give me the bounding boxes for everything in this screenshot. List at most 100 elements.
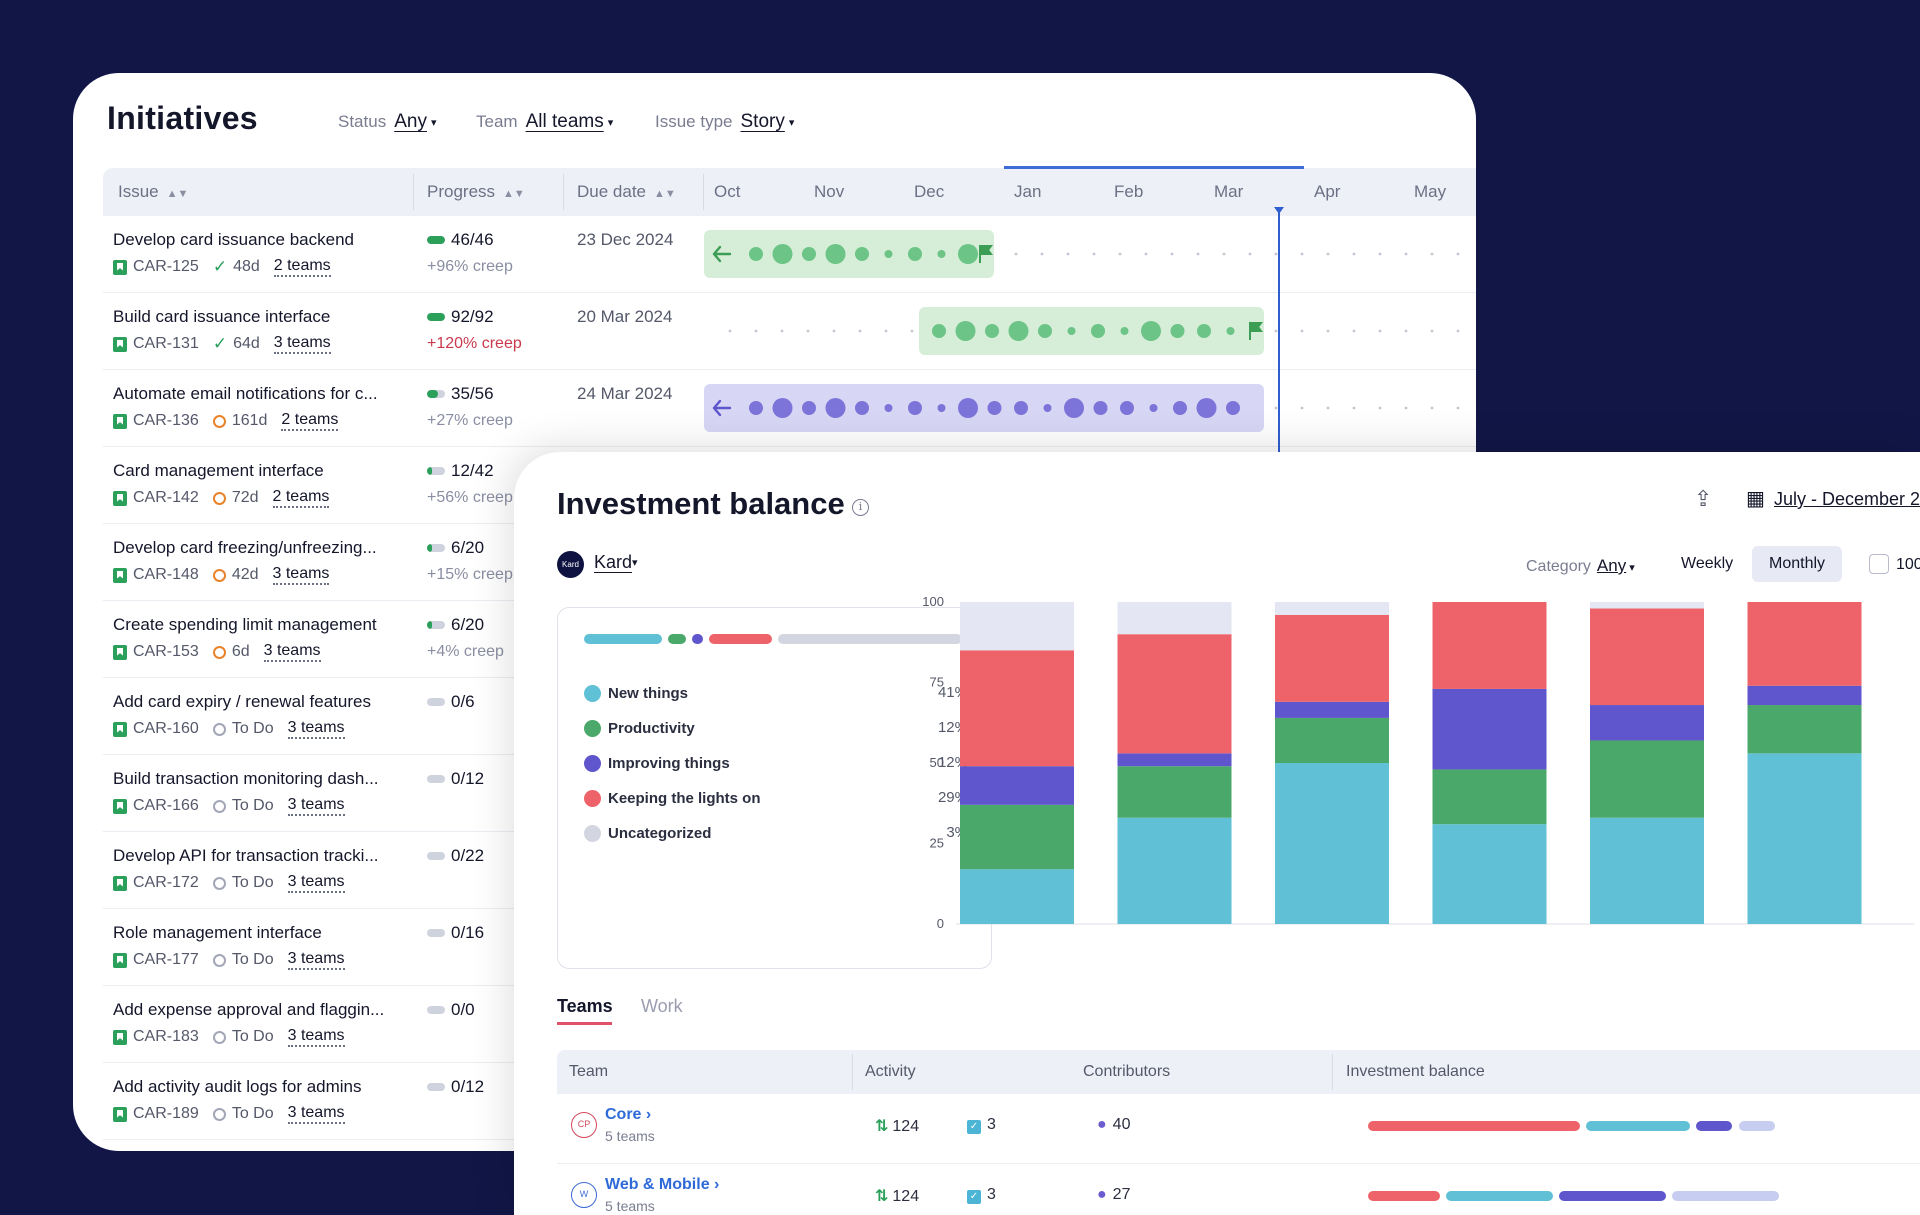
issue-key[interactable]: CAR-160 (133, 720, 199, 737)
bar-segment (960, 602, 1074, 651)
legend-item[interactable]: Uncategorized 3% (584, 824, 968, 844)
calendar-icon: ▦ (1746, 488, 1765, 510)
story-icon (113, 490, 127, 506)
progress-value: 0/22 (451, 846, 485, 865)
status-filter[interactable]: Status Any ▾ (338, 111, 436, 133)
issue-key[interactable]: CAR-136 (133, 412, 199, 429)
column-progress[interactable]: Progress ▲▼ (427, 168, 525, 216)
team-link[interactable]: Web & Mobile › (605, 1176, 719, 1194)
table-row[interactable]: CP Core › 5 teams ⇅ 124 ✓ 3 ● 40 (557, 1094, 1920, 1164)
issue-title[interactable]: Automate email notifications for c... (113, 384, 378, 403)
teams-link[interactable]: 3 teams (287, 873, 345, 893)
bar-segment (1117, 602, 1232, 635)
issue-key[interactable]: CAR-125 (133, 258, 199, 275)
issue-key[interactable]: CAR-148 (133, 566, 199, 583)
tab-teams[interactable]: Teams (557, 996, 613, 1016)
filter-value[interactable]: All teams (525, 111, 604, 132)
column-contributors[interactable]: Contributors (1083, 1063, 1171, 1080)
balance-segment (1586, 1121, 1690, 1131)
legend-item[interactable]: Productivity 12% (584, 719, 968, 739)
teams-link[interactable]: 3 teams (287, 719, 345, 739)
status-text: 64d (233, 335, 260, 352)
teams-link[interactable]: 3 teams (263, 642, 321, 662)
table-row[interactable]: Develop card issuance backend CAR-125 ✓ 48d… (103, 216, 1476, 293)
teams-link[interactable]: 3 teams (287, 796, 345, 816)
legend-item[interactable]: Keeping the lights on 29% (584, 789, 968, 809)
y-tick-label: 75 (930, 675, 944, 690)
column-issue[interactable]: Issue ▲▼ (118, 168, 188, 216)
done-check-icon: ✓ (212, 257, 228, 276)
info-icon[interactable]: i (852, 499, 869, 516)
issue-key[interactable]: CAR-172 (133, 874, 199, 891)
issue-key[interactable]: CAR-166 (133, 797, 199, 814)
table-row[interactable]: Automate email notifications for c... CAR… (103, 370, 1476, 447)
legend-item[interactable]: New things 41% (584, 684, 968, 704)
issue-title[interactable]: Build transaction monitoring dash... (113, 769, 379, 788)
issue-meta: CAR-189 To Do 3 teams (113, 1104, 345, 1124)
column-activity[interactable]: Activity (865, 1063, 916, 1080)
filter-value[interactable]: Any (394, 111, 427, 132)
category-filter[interactable]: Category Any ▾ (1526, 556, 1635, 576)
table-row[interactable]: Build card issuance interface CAR-131 ✓ 64d… (103, 293, 1476, 370)
issue-key[interactable]: CAR-183 (133, 1028, 199, 1045)
filter-value[interactable]: Story (740, 111, 785, 132)
period-monthly[interactable]: Monthly (1752, 546, 1843, 582)
table-row[interactable]: W Web & Mobile › 5 teams ⇅ 124 ✓ 3 ● 27 (557, 1164, 1920, 1215)
progress-value: 35/56 (451, 384, 494, 403)
issue-key[interactable]: CAR-153 (133, 643, 199, 660)
balance-segment (1368, 1191, 1440, 1201)
column-team[interactable]: Team (569, 1063, 609, 1080)
issue-key[interactable]: CAR-189 (133, 1105, 199, 1122)
table-row[interactable]: Add card expiry / renewal features CAR-16… (103, 678, 1476, 755)
issue-title[interactable]: Develop card freezing/unfreezing... (113, 538, 377, 557)
issue-title[interactable]: Build card issuance interface (113, 307, 331, 326)
legend-label: Uncategorized (608, 825, 712, 842)
filter-value[interactable]: Any (1596, 556, 1627, 575)
tab-work[interactable]: Work (641, 996, 683, 1016)
column-investment-balance[interactable]: Investment balance (1346, 1063, 1485, 1080)
story-icon (113, 798, 127, 814)
org-selector[interactable]: Kard (594, 552, 633, 572)
issue-title[interactable]: Card management interface (113, 461, 324, 480)
teams-link[interactable]: 2 teams (281, 411, 339, 431)
teams-link[interactable]: 2 teams (273, 257, 331, 277)
progress-bar (427, 1083, 445, 1091)
period-weekly[interactable]: Weekly (1681, 555, 1734, 572)
issue-title[interactable]: Add expense approval and flaggin... (113, 1000, 385, 1019)
progress-bar (427, 621, 445, 629)
teams-link[interactable]: 2 teams (272, 488, 330, 508)
teams-link[interactable]: 3 teams (272, 565, 330, 585)
team-filter[interactable]: Team All teams ▾ (476, 111, 613, 133)
teams-link[interactable]: 3 teams (287, 1104, 345, 1124)
issue-title[interactable]: Create spending limit management (113, 615, 377, 634)
issue-title[interactable]: Add card expiry / renewal features (113, 692, 371, 711)
team-link[interactable]: Core › (605, 1106, 651, 1124)
issue-key[interactable]: CAR-131 (133, 335, 199, 352)
table-row[interactable]: Create spending limit management CAR-153 6… (103, 601, 1476, 678)
progress: 46/46 (427, 230, 494, 250)
percent-checkbox[interactable] (1869, 554, 1889, 574)
column-due[interactable]: Due date ▲▼ (577, 168, 676, 216)
issue-title[interactable]: Add activity audit logs for admins (113, 1077, 362, 1096)
story-icon (113, 721, 127, 737)
table-row[interactable]: Develop card freezing/unfreezing... CAR-1… (103, 524, 1476, 601)
issue-title[interactable]: Develop API for transaction tracki... (113, 846, 379, 865)
teams-link[interactable]: 3 teams (287, 1027, 345, 1047)
teams-link[interactable]: 3 teams (287, 950, 345, 970)
progress: 35/56 (427, 384, 494, 404)
issue-type-filter[interactable]: Issue type Story ▾ (655, 111, 794, 133)
teams-link[interactable]: 3 teams (273, 334, 331, 354)
done-check-icon: ✓ (212, 334, 228, 353)
share-icon[interactable]: ⇪ (1694, 486, 1713, 511)
date-range-picker[interactable]: July - December 2 (1774, 489, 1920, 509)
issue-title[interactable]: Develop card issuance backend (113, 230, 354, 249)
issue-meta: CAR-153 6d 3 teams (113, 642, 321, 662)
table-row[interactable]: Develop API for transaction tracki... CAR… (103, 832, 1476, 909)
legend-item[interactable]: Improving things 12% (584, 754, 968, 774)
due-date: 20 Mar 2024 (577, 307, 673, 326)
issue-key[interactable]: CAR-177 (133, 951, 199, 968)
progress-value: 0/12 (451, 1077, 485, 1096)
issue-title[interactable]: Role management interface (113, 923, 322, 942)
filter-label: Status (338, 112, 387, 131)
issue-key[interactable]: CAR-142 (133, 489, 199, 506)
